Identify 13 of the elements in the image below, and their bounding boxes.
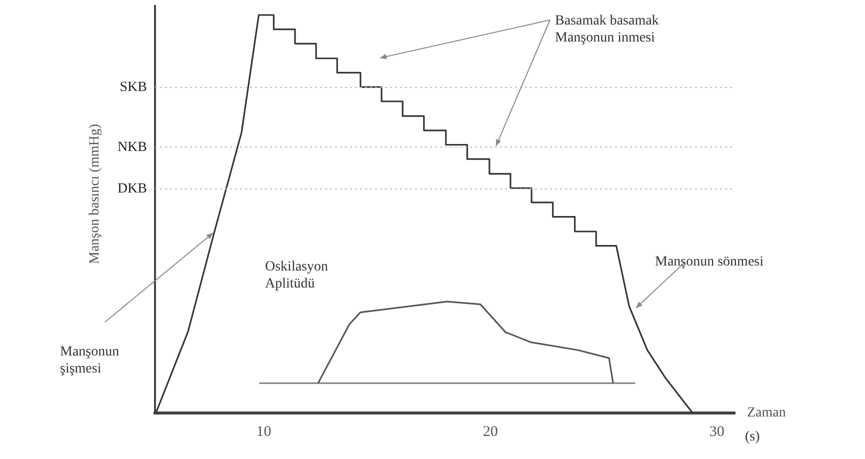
text: (s) <box>745 430 760 445</box>
ref-line-label: SKB <box>120 80 147 96</box>
ref-line-label: DKB <box>117 182 147 197</box>
y-axis-title: Manşon basıncı (mmHg) <box>88 124 103 264</box>
x-tick-label: 30 <box>709 424 724 440</box>
annotation: Basamak basamak Manşonun inmesi <box>555 14 659 46</box>
x-tick-label: 20 <box>482 424 498 440</box>
x-tick-label: 10 <box>256 424 272 440</box>
x-axis-title: Zaman <box>747 406 786 421</box>
text: Manşonun şişmesi <box>60 344 120 377</box>
annotation: Manşonun sönmesi <box>655 254 764 270</box>
annotation: Oskilasyon Aplitüdü <box>265 260 328 292</box>
ref-line-label: NKB <box>117 140 147 155</box>
